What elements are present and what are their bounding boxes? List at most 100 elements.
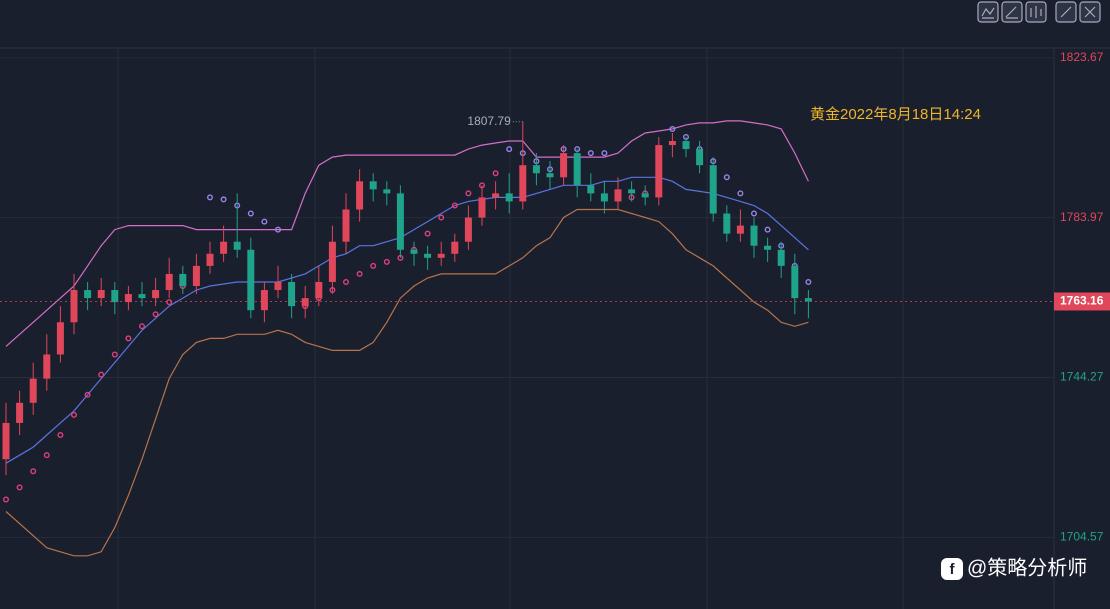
sar-dot [30,468,37,475]
candle-body [723,213,731,234]
sar-dot [98,371,105,378]
candle-body [97,290,105,299]
candle-body [777,249,785,266]
candle-body [70,290,78,323]
sar-dot [601,150,608,157]
candle-body [573,153,581,186]
sar-dot [669,125,676,132]
candle-body [600,193,608,202]
sar-dot [16,484,23,491]
candle-body [29,378,37,403]
sar-dot [465,190,472,197]
sar-dot [737,190,744,197]
toolbar [977,1,1101,23]
sar-dot [438,214,445,221]
candle-body [43,354,51,379]
sar-dot [370,262,377,269]
candle-body [546,173,554,178]
band-line [5,176,809,464]
watermark-icon-glyph: f [950,561,956,578]
plot: 1823.67 1783.97 1744.27 1704.57 1807.79 [0,50,1104,557]
candle-body [301,298,309,307]
candle-body [2,422,10,460]
candle-body [764,245,772,250]
candle-body [587,185,595,194]
candle-body [16,402,24,423]
candle-body [206,253,214,266]
candle-body [356,181,364,210]
sar-dot [166,299,173,306]
candle-body [804,298,812,302]
candle-body [179,273,187,287]
candle-body [505,193,513,202]
candle-body [682,141,690,150]
candle-body [410,249,418,254]
candle-body [124,294,132,303]
candle-body [369,181,377,190]
candle-body [532,165,540,174]
candle-body [750,225,758,246]
candle-body [668,141,676,146]
candle-body [696,149,704,166]
candle-body [464,217,472,242]
candle-body [396,193,404,250]
candle-body [628,189,636,194]
candle-body [478,197,486,218]
sar-dot [764,226,771,233]
candle-body [424,253,432,258]
candle-body [383,189,391,194]
sar-dot [206,194,213,201]
sar-dot [84,391,91,398]
sar-dot [3,496,9,503]
candle-body [138,294,146,299]
sar-dot [261,218,268,225]
sar-dot [805,278,812,285]
sar-dot [751,210,758,217]
watermark: f @策略分析师 [941,556,1087,580]
last-price-box [1054,292,1110,311]
y-tick-label: 1704.57 [1060,530,1104,544]
candle-body [437,253,445,258]
candle-body [519,165,527,202]
sar-dot [43,452,50,459]
candle-body [165,273,173,291]
tool-button[interactable] [1001,1,1023,23]
watermark-icon [941,558,963,580]
sar-dot [125,335,132,342]
candle-body [709,165,717,214]
sar-dot [587,150,594,157]
sar-dot [70,411,77,418]
candle-body [56,322,64,355]
candle-body [247,249,255,311]
candle-body [260,290,268,311]
sar-dot [451,202,458,209]
candle-body [111,290,119,303]
candle-body [614,189,622,202]
sar-dot [424,230,431,237]
sar-dot [220,196,227,203]
sar-dot [275,226,282,233]
candle-body [736,225,744,234]
candle-body [328,241,336,282]
candle-body [560,153,568,178]
candle-body [492,193,500,198]
sar-dot [111,351,118,358]
candle-body [84,290,92,299]
sar-dot [247,210,254,217]
candle-body [152,290,160,299]
candle-body [220,241,228,254]
watermark-text: @策略分析师 [967,556,1087,579]
sar-dot [492,170,499,177]
chart-title: 黄金2022年8月18日14:24 [810,106,981,123]
candle-body [655,145,663,198]
y-tick-label: 1744.27 [1060,370,1104,384]
sar-dot [383,258,390,265]
y-tick-label: 1823.67 [1060,50,1104,64]
candle-body [791,265,799,299]
y-tick-label: 1783.97 [1060,210,1104,224]
candle-body [288,281,296,307]
candle-body [233,241,241,250]
